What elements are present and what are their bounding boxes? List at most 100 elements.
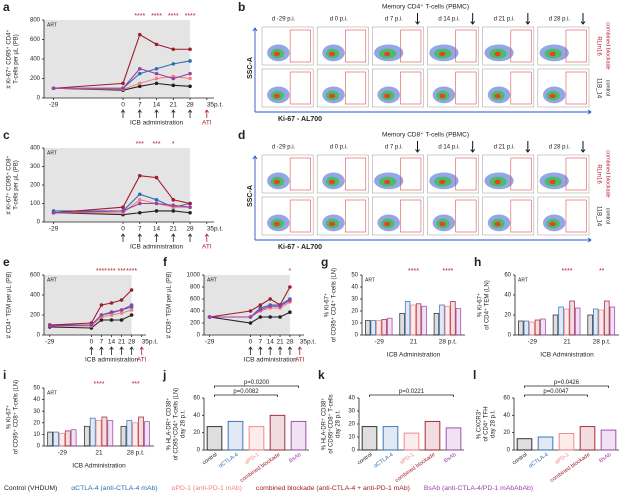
y-tick-label: 0 <box>507 448 511 454</box>
x-tick-label: 7 <box>100 339 104 346</box>
icb-arrow <box>119 346 124 355</box>
bar <box>382 426 399 451</box>
bar <box>59 432 65 447</box>
flow-cloud <box>439 51 446 57</box>
bar <box>609 306 616 336</box>
bar <box>558 306 564 336</box>
x-tick-label: -29 <box>45 339 55 346</box>
flow-plot <box>372 196 424 236</box>
series-line <box>53 33 191 89</box>
y-axis-label: # CD4⁺ TEM per µL (PB) <box>6 272 13 339</box>
panel-letter: b <box>238 0 245 14</box>
bar <box>370 320 376 336</box>
flow-cloud <box>549 221 556 227</box>
bar <box>529 321 535 336</box>
series-point <box>207 315 212 319</box>
flow-y-label: SSC-A <box>247 185 254 207</box>
icb-arrow <box>415 141 420 153</box>
panel-letter: a <box>3 0 10 14</box>
p-value: p=0.0047 <box>543 389 569 395</box>
icb-arrow <box>109 346 114 355</box>
day-label: d 14 p.i. <box>438 145 460 151</box>
series-line <box>209 311 291 324</box>
day-label: d 0 p.i. <box>330 145 348 151</box>
flow-cloud <box>328 93 336 99</box>
y-tick-label: 30 <box>33 409 40 415</box>
p-value: p=0.0426 <box>554 380 580 386</box>
x-tick-label: 28 <box>128 339 136 346</box>
bar <box>444 305 451 336</box>
x-axis-label: ICB administration <box>130 120 183 127</box>
x-tick-label: αCTLA-4 <box>218 452 240 470</box>
flow-x-label: Ki-67 - AL700 <box>278 244 322 251</box>
bar <box>534 319 541 336</box>
y-axis-label: % Ki-67⁺ <box>477 293 484 317</box>
flow-gate <box>400 157 422 191</box>
series-point <box>258 315 263 319</box>
ati-arrow <box>204 109 209 118</box>
y-tick-label: 60 <box>504 273 511 279</box>
series-point <box>109 318 114 322</box>
icb-arrow <box>137 109 142 118</box>
x-tick-label: BsAb <box>443 452 457 464</box>
series-point <box>119 308 124 312</box>
bar <box>227 420 244 451</box>
series-point <box>137 198 142 202</box>
y-tick-label: 200 <box>30 76 41 82</box>
y-tick-label: 0 <box>37 96 41 102</box>
series-point <box>188 47 192 52</box>
significance: **** <box>96 268 107 275</box>
y-tick-label: 600 <box>190 297 201 303</box>
bar <box>361 426 378 451</box>
flow-plot <box>427 68 479 108</box>
y-axis-label: of CD95⁺ CD8⁺ T-cells (LN) <box>13 380 20 454</box>
y-axis-label: day 28 p.t. <box>181 410 187 438</box>
series-point <box>288 310 292 315</box>
art-shading <box>44 148 191 222</box>
y-tick-label: 800 <box>190 285 201 291</box>
y-tick-label: 400 <box>30 293 41 299</box>
y-tick-label: 40 <box>348 396 355 402</box>
y-tick-label: 40 <box>503 413 510 419</box>
significance: **** <box>168 13 179 20</box>
icb-arrow <box>248 346 253 355</box>
legend-entry: combined blockade (anti-CTLA-4 + anti-PD… <box>256 485 410 492</box>
bar <box>132 422 139 447</box>
p-value: p=0.0221 <box>399 389 425 395</box>
x-axis-label: ICB administration <box>244 357 297 364</box>
series-line <box>53 210 191 216</box>
y-tick-label: 0 <box>508 333 512 339</box>
series-point <box>171 83 176 88</box>
panel-letter: c <box>3 128 10 142</box>
series-point <box>171 198 176 202</box>
y-axis-label: # Ki-67⁺ CD95⁺ CD4⁺ <box>6 29 13 88</box>
significance: *** <box>132 381 140 388</box>
icb-arrow <box>277 346 283 355</box>
significance: **** <box>151 13 162 20</box>
flow-gate <box>565 29 587 63</box>
y-axis-label: of CD4⁺ TFH <box>483 406 490 441</box>
x-tick-label: αPD-1 <box>399 452 415 466</box>
bar <box>445 427 462 451</box>
series-point <box>171 209 176 213</box>
series-point <box>99 313 104 317</box>
series-point <box>129 313 134 317</box>
bar <box>600 429 617 451</box>
flow-plot <box>316 26 369 66</box>
axes <box>43 148 214 223</box>
legend-entry: αCTLA-4 (anti-CTLA-4 mAb) <box>71 485 157 492</box>
series-point <box>137 173 142 178</box>
panel-letter: l <box>473 368 476 382</box>
x-tick-label: BsAb <box>288 452 302 464</box>
bar <box>537 436 554 451</box>
series-point <box>171 203 176 208</box>
bar <box>552 314 559 336</box>
ati-label: ATI <box>295 357 305 364</box>
p-bracket <box>524 385 609 388</box>
flow-plot <box>482 68 535 108</box>
significance: * <box>289 268 292 275</box>
y-tick-label: 600 <box>30 37 41 43</box>
bar <box>138 416 144 447</box>
ati-arrow <box>204 233 209 242</box>
flow-gate <box>510 199 532 233</box>
